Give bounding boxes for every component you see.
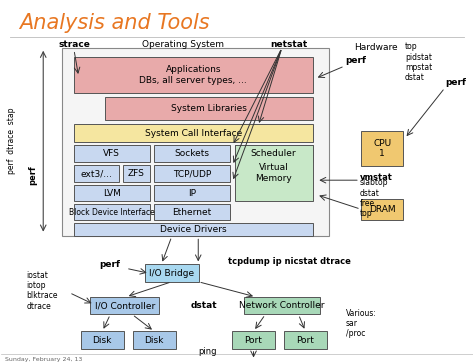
Text: Analysis and Tools: Analysis and Tools bbox=[19, 13, 210, 33]
FancyBboxPatch shape bbox=[81, 331, 124, 349]
FancyBboxPatch shape bbox=[74, 124, 313, 142]
FancyBboxPatch shape bbox=[91, 297, 159, 314]
Text: Network Controller: Network Controller bbox=[239, 301, 325, 310]
Text: System Libraries: System Libraries bbox=[171, 104, 246, 113]
Text: Applications
DBs, all server types, ...: Applications DBs, all server types, ... bbox=[139, 65, 247, 85]
Text: Port: Port bbox=[245, 336, 263, 345]
Text: Disk: Disk bbox=[92, 336, 112, 345]
Text: Various:
sar
/proc: Various: sar /proc bbox=[346, 309, 376, 338]
Text: TCP/UDP: TCP/UDP bbox=[173, 169, 211, 178]
Text: tcpdump ip nicstat dtrace: tcpdump ip nicstat dtrace bbox=[228, 257, 350, 266]
FancyBboxPatch shape bbox=[105, 97, 313, 120]
Text: IP: IP bbox=[188, 189, 196, 198]
Text: iostat
iotop
blktrace
dtrace: iostat iotop blktrace dtrace bbox=[27, 271, 58, 311]
Text: DRAM: DRAM bbox=[369, 205, 395, 214]
Text: perf: perf bbox=[99, 260, 120, 269]
Text: System Call Interface: System Call Interface bbox=[145, 128, 242, 138]
Text: Operating System: Operating System bbox=[142, 40, 224, 50]
FancyBboxPatch shape bbox=[74, 223, 313, 236]
FancyBboxPatch shape bbox=[155, 185, 230, 201]
Text: slabtop
dstat
free
top: slabtop dstat free top bbox=[360, 178, 388, 218]
Text: Block Device Interface: Block Device Interface bbox=[69, 207, 155, 217]
Text: CPU
1: CPU 1 bbox=[373, 139, 391, 158]
Text: perf  dtrace  stap: perf dtrace stap bbox=[7, 107, 16, 174]
FancyBboxPatch shape bbox=[133, 331, 175, 349]
Text: Sunday, February 24, 13: Sunday, February 24, 13 bbox=[5, 357, 83, 362]
FancyBboxPatch shape bbox=[155, 145, 230, 162]
FancyBboxPatch shape bbox=[244, 297, 319, 314]
FancyBboxPatch shape bbox=[74, 165, 119, 182]
Text: vmstat: vmstat bbox=[360, 173, 393, 182]
Text: ext3/...: ext3/... bbox=[81, 169, 112, 178]
FancyBboxPatch shape bbox=[361, 131, 403, 166]
Text: I/O Controller: I/O Controller bbox=[95, 301, 155, 310]
Text: Sockets: Sockets bbox=[174, 149, 210, 158]
FancyBboxPatch shape bbox=[74, 145, 150, 162]
Text: Disk: Disk bbox=[145, 336, 164, 345]
FancyBboxPatch shape bbox=[155, 205, 230, 220]
FancyBboxPatch shape bbox=[232, 331, 275, 349]
Text: ZFS: ZFS bbox=[128, 169, 145, 178]
Text: Port: Port bbox=[297, 336, 314, 345]
Text: VFS: VFS bbox=[103, 149, 120, 158]
Text: Hardware: Hardware bbox=[355, 43, 398, 52]
Text: Ethernet: Ethernet bbox=[173, 207, 212, 217]
Text: Virtual
Memory: Virtual Memory bbox=[255, 163, 292, 183]
Text: LVM: LVM bbox=[103, 189, 121, 198]
Text: Scheduler: Scheduler bbox=[251, 149, 296, 158]
FancyBboxPatch shape bbox=[74, 57, 313, 93]
FancyBboxPatch shape bbox=[235, 145, 313, 162]
Text: strace: strace bbox=[58, 40, 90, 50]
Text: I/O Bridge: I/O Bridge bbox=[149, 269, 195, 277]
FancyBboxPatch shape bbox=[123, 165, 150, 182]
Text: perf: perf bbox=[28, 165, 37, 185]
FancyBboxPatch shape bbox=[62, 48, 329, 236]
Text: ping: ping bbox=[198, 347, 217, 356]
FancyBboxPatch shape bbox=[155, 165, 230, 182]
FancyBboxPatch shape bbox=[145, 264, 199, 282]
FancyBboxPatch shape bbox=[74, 185, 150, 201]
Text: perf: perf bbox=[445, 78, 466, 87]
FancyBboxPatch shape bbox=[284, 331, 327, 349]
Text: netstat: netstat bbox=[270, 40, 308, 50]
Text: perf: perf bbox=[345, 56, 366, 65]
FancyBboxPatch shape bbox=[235, 145, 313, 201]
FancyBboxPatch shape bbox=[361, 199, 403, 220]
Text: dstat: dstat bbox=[191, 301, 217, 310]
Text: top
pidstat
mpstat
dstat: top pidstat mpstat dstat bbox=[405, 42, 432, 82]
Text: Device Drivers: Device Drivers bbox=[160, 225, 227, 234]
FancyBboxPatch shape bbox=[74, 205, 150, 220]
